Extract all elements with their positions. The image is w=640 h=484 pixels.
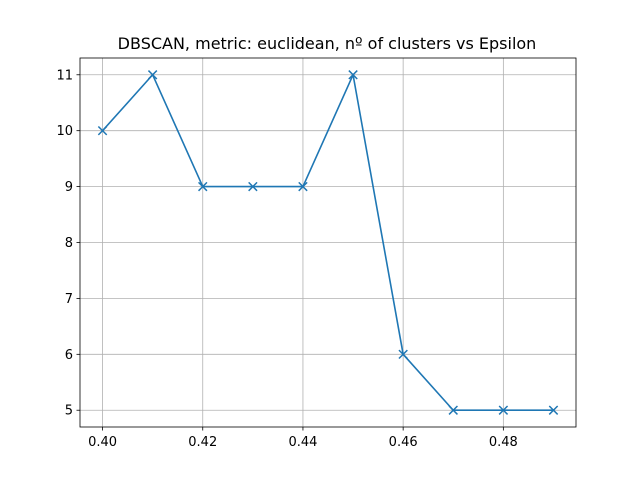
- series-line: [101, 73, 555, 412]
- series: [97, 70, 559, 415]
- x-tick-label: 0.48: [489, 435, 518, 450]
- data-point-x-marker: [348, 70, 358, 80]
- data-point-x-marker: [398, 349, 408, 360]
- y-tick-label: 11: [56, 68, 73, 83]
- y-tick-label: 10: [56, 124, 73, 139]
- y-tick-label: 7: [65, 292, 73, 307]
- data-point-x-marker: [548, 405, 559, 415]
- y-tick-label: 8: [65, 236, 73, 251]
- chart-title: DBSCAN, metric: euclidean, nº of cluster…: [118, 34, 537, 53]
- data-point-x-marker: [198, 181, 208, 192]
- x-tick-label: 0.40: [88, 435, 117, 450]
- data-point-x-marker: [448, 405, 458, 415]
- grid: [80, 58, 576, 427]
- y-tick-label: 5: [65, 404, 73, 419]
- data-point-x-marker: [97, 125, 108, 136]
- y-tick-label: 6: [65, 348, 73, 363]
- x-tick-label: 0.42: [188, 435, 217, 450]
- data-point-x-marker: [147, 70, 158, 80]
- data-point-x-marker: [248, 181, 258, 192]
- axis-ticks: 0.40 0.42 0.44 0.46 0.48 5 6 7 8 9 10 11: [56, 68, 517, 450]
- y-tick-label: 9: [65, 180, 73, 195]
- data-point-x-marker: [298, 181, 308, 192]
- x-tick-label: 0.46: [389, 435, 418, 450]
- data-point-x-marker: [498, 405, 509, 415]
- plot-area-frame: [79, 57, 577, 428]
- x-tick-label: 0.44: [288, 435, 317, 450]
